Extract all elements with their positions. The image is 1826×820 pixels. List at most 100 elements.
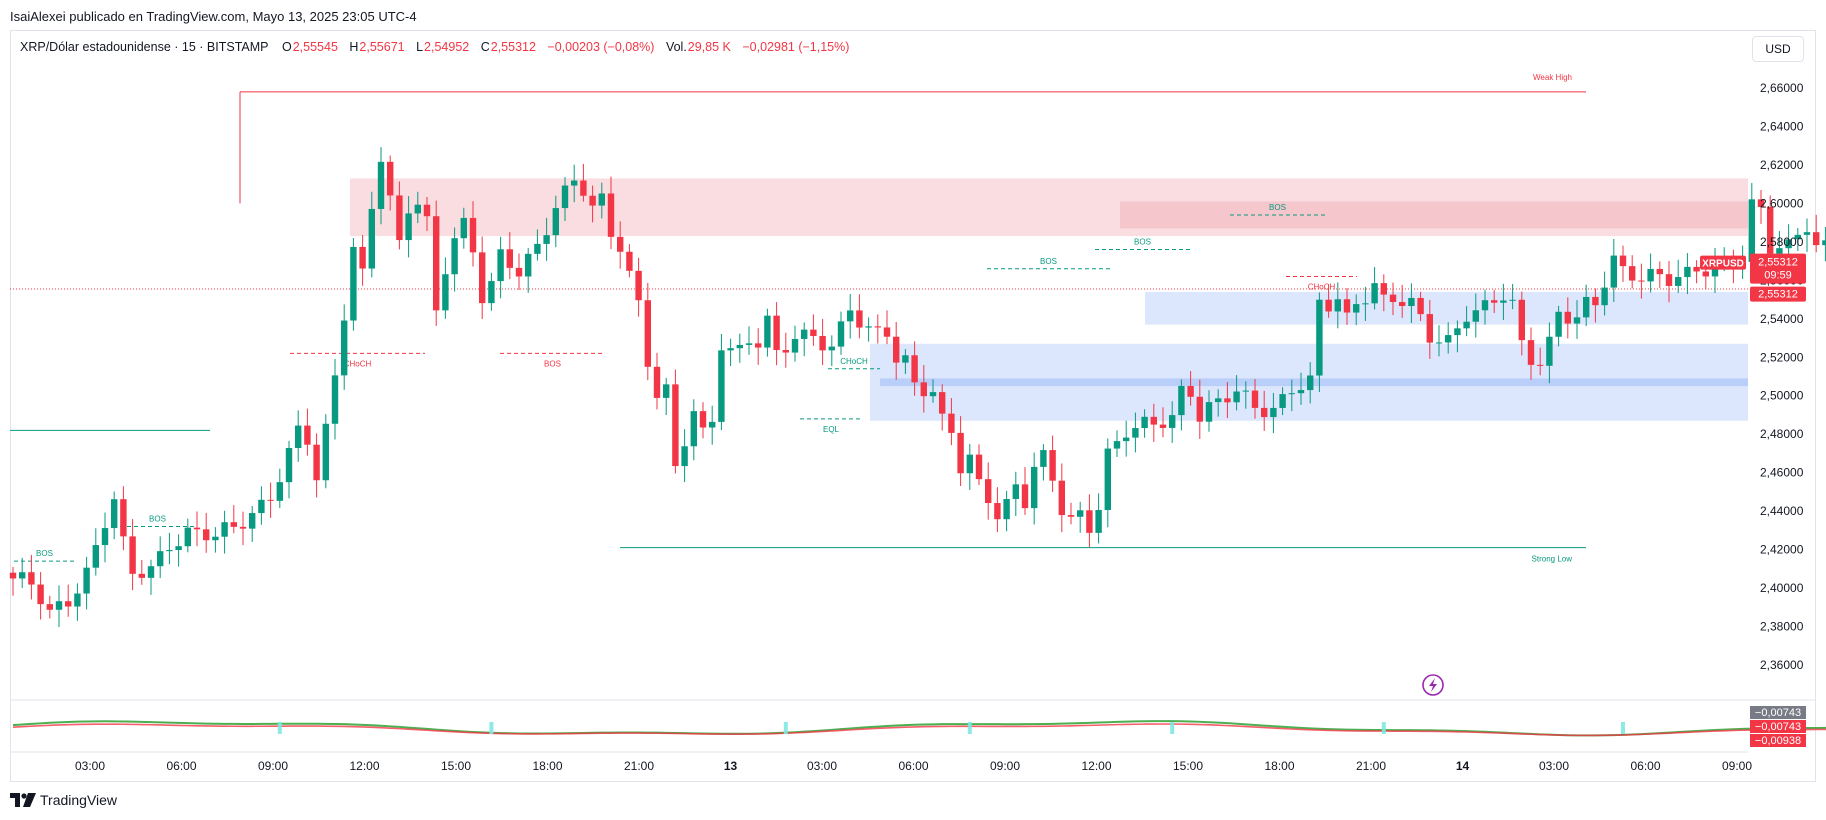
osc-label-box [1750,706,1806,719]
candle-body [230,522,237,527]
x-tick-label: 06:00 [898,759,928,773]
candle-body [249,513,256,529]
candle-body [193,527,201,530]
candle-body [1822,240,1826,246]
candle-body [1288,393,1295,395]
candle-body [598,193,605,206]
candle-body [1251,390,1259,408]
legend-symbol[interactable]: XRP/Dólar estadounidense · 15 · BITSTAMP [20,40,269,54]
osc-label: −0,00743 [1755,721,1801,733]
y-tick-label: 2,44000 [1760,504,1804,518]
candle-body [1205,402,1213,422]
candle-body [285,447,293,483]
candle-body [350,246,357,321]
candle-body [1794,234,1801,240]
candle-body [1031,466,1038,509]
candle-body [1564,311,1571,324]
oscillator-marker [1381,722,1386,734]
candle-body [1316,299,1323,376]
candle-body [782,350,789,353]
candle-body [1261,407,1268,418]
candle-body [157,551,164,567]
candle-body [1702,271,1709,277]
candle-body [856,310,863,328]
x-tick-label: 12:00 [1081,759,1111,773]
candle-body [1408,297,1415,306]
candle-body [1445,335,1452,343]
candle-body [699,411,707,428]
candle-body [1389,294,1397,303]
legend-close: 2,55312 [490,40,536,54]
candle-body [83,567,90,594]
candle-body [74,593,81,607]
candle-body [19,572,26,579]
candle-body [957,432,964,474]
tradingview-logo[interactable]: TradingView [10,792,117,808]
candle-body [396,195,403,241]
legend-high-label: H [349,40,359,54]
x-tick-label: 21:00 [1356,759,1386,773]
candle-body [138,573,145,578]
x-tick-label: 06:00 [166,759,196,773]
candle-body [1693,266,1700,272]
candle-body [1656,268,1663,275]
candle-body [810,329,817,336]
publish-header: IsaiAlexei publicado en TradingView.com,… [0,0,1826,30]
lightning-bolt [1429,678,1437,692]
candle-body [1334,299,1341,312]
y-tick-label: 2,64000 [1760,119,1804,133]
x-tick-label: 03:00 [1539,759,1569,773]
structure-label: CHoCH [840,357,868,366]
candle-body [1325,299,1332,312]
candle-body [552,208,559,236]
candle-body [534,243,541,254]
candle-body [1077,510,1084,517]
candle-body [994,503,1001,520]
candle-body [1711,265,1719,277]
x-tick-label: 03:00 [75,759,105,773]
candle-body [405,213,412,241]
candle-body [1012,484,1019,500]
candle-body [1178,385,1185,416]
candle-body [1601,287,1608,306]
candle-body [1417,297,1424,315]
candle-body [1785,239,1792,249]
structure-label: EQL [823,425,840,434]
candle-body [1380,283,1387,295]
osc-label-box [1750,720,1806,733]
legend-low-label: L [416,40,424,54]
candle-body [1113,441,1121,449]
candle-body [55,601,63,610]
candle-body [1647,268,1654,282]
oscillator-marker [489,722,494,734]
candle-body [672,384,679,467]
candle-body [736,344,743,349]
candle-body [1215,398,1222,403]
candle-body [589,195,596,206]
candle-body [1104,448,1111,510]
legend-volume-change: −0,02981 (−1,15%) [742,40,850,54]
candle-body [1757,199,1765,207]
candle-body [1491,300,1498,303]
candle-body [1500,300,1507,303]
candle-body [414,204,421,214]
candle-body [653,366,661,398]
candle-body [295,425,302,448]
demand-zone [880,378,1748,387]
level-label: Strong Low [1532,555,1573,564]
publish-line: IsaiAlexei publicado en TradingView.com,… [10,9,417,24]
candle-body [902,355,909,363]
candle-body [1067,515,1075,517]
y-tick-label: 2,52000 [1760,350,1804,364]
candle-body [341,320,348,376]
candle-body [1518,299,1525,341]
currency-button[interactable]: USD [1752,36,1804,62]
supply-zone [1120,201,1748,229]
legend-change: −0,00203 (−0,08%) [547,40,655,54]
candle-body [617,236,624,252]
x-tick-label: 18:00 [532,759,562,773]
candle-body [1638,280,1645,282]
candle-body [718,350,725,422]
candle-body [939,392,946,414]
